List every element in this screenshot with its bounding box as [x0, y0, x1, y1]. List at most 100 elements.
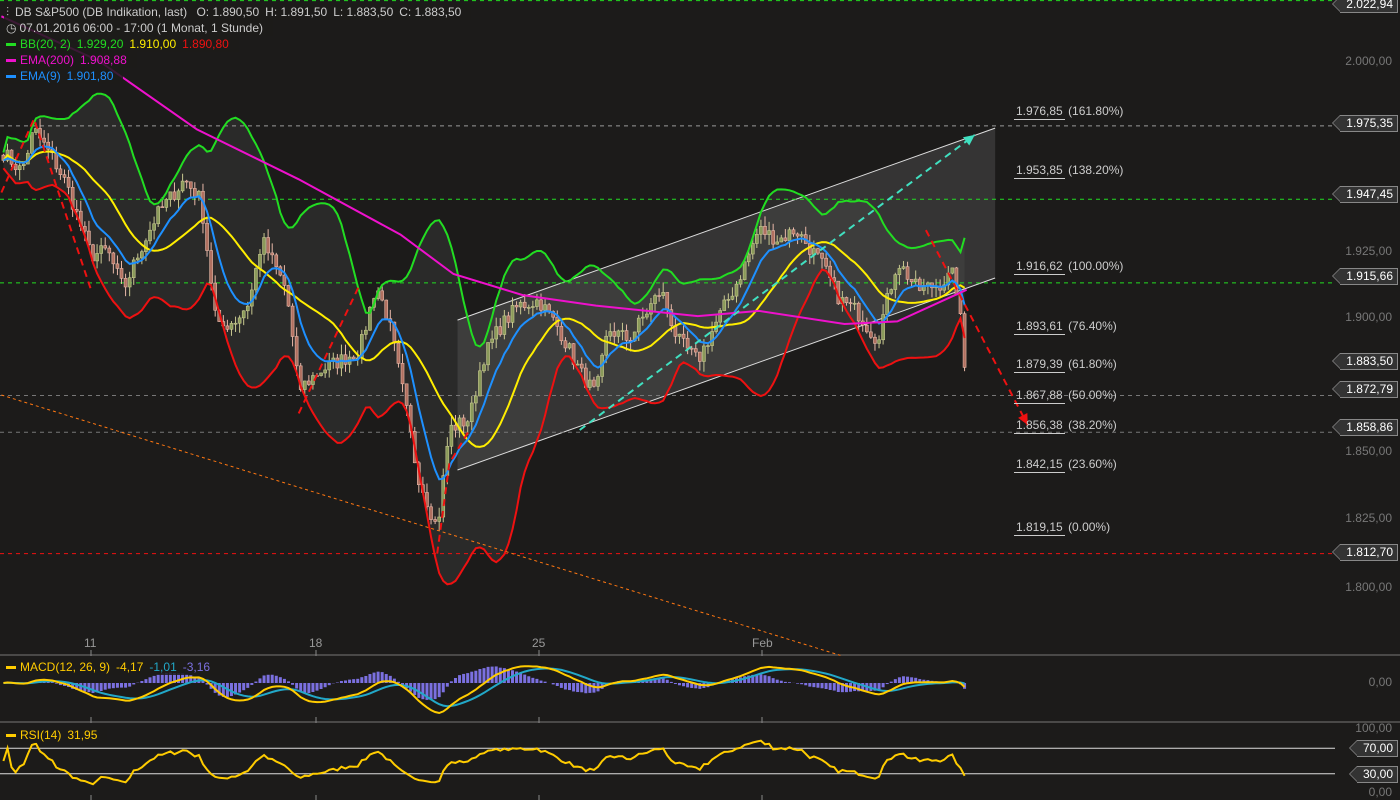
candle-body — [180, 180, 185, 192]
macd-signal-line — [3, 667, 965, 708]
candle-body — [816, 248, 820, 254]
candle-body — [119, 268, 124, 279]
fib-pct: (38.20%) — [1068, 418, 1117, 432]
rsi-legend[interactable]: RSI(14) 31,95 — [4, 727, 108, 743]
candle-body — [478, 370, 482, 397]
ema9-value: 1.901,80 — [66, 69, 114, 83]
candle-body — [856, 302, 861, 322]
bb-middle-line — [2, 150, 966, 448]
macd-legend[interactable]: MACD(12, 26, 9) -4,17 -1,01 -3,16 — [4, 659, 221, 675]
candle-body — [286, 285, 291, 307]
candle-body — [596, 376, 600, 387]
bb-middle: 1.910,00 — [129, 37, 177, 51]
arrowhead-icon — [1018, 412, 1028, 425]
ema9-line — [2, 145, 966, 481]
candle-body — [787, 229, 792, 241]
ema200-label: EMA(200) — [20, 53, 75, 67]
candle-body — [522, 301, 527, 309]
candle-body — [506, 315, 511, 323]
ema9-legend[interactable]: EMA(9) 1.901,80 — [4, 68, 124, 84]
candle-body — [750, 243, 755, 255]
candle-body — [368, 306, 372, 331]
fib-pct: (161.80%) — [1068, 104, 1124, 118]
candle-body — [742, 261, 747, 280]
candle-body — [909, 279, 914, 283]
fib-value: 1.879,39 — [1014, 357, 1065, 373]
candle-body — [954, 267, 959, 296]
macd-swatch-icon — [6, 666, 16, 670]
candle-body — [514, 305, 519, 308]
channel-lower-line — [457, 277, 996, 471]
candle-body — [490, 338, 494, 343]
fib-value: 1.953,85 — [1014, 163, 1065, 179]
candle-body — [429, 506, 433, 520]
candle-body — [567, 343, 572, 349]
price-badge: 1.858,86 — [1332, 419, 1398, 436]
period-text[interactable]: 07.01.2016 06:00 - 17:00 (1 Monat, 1 Stu… — [19, 21, 263, 35]
candle-body — [604, 335, 608, 356]
date-label: 18 — [309, 636, 323, 650]
candle-body — [205, 222, 209, 251]
ema200-legend[interactable]: EMA(200) 1.908,88 — [4, 52, 137, 68]
chart-type-icon[interactable]: ⫶ — [6, 5, 10, 19]
bb-upper: 1.929,20 — [76, 37, 124, 51]
candle-body — [95, 253, 99, 262]
price-badge: 1.947,45 — [1332, 186, 1398, 203]
fib-value: 1.867,88 — [1014, 388, 1065, 404]
rsi-label: RSI(14) — [20, 728, 62, 742]
candle-body — [518, 301, 523, 308]
fib-level: 1.819,15 (0.00%) — [1014, 520, 1111, 536]
candle-body — [425, 492, 429, 508]
bb-legend[interactable]: BB(20, 2) 1.929,20 1.910,00 1.890,80 — [4, 36, 239, 52]
candle-body — [302, 380, 307, 390]
candle-body — [123, 278, 128, 288]
candle-body — [722, 299, 727, 311]
candle-body — [502, 315, 507, 335]
fib-pct: (0.00%) — [1068, 520, 1111, 534]
fib-value: 1.856,38 — [1014, 418, 1065, 434]
candle-body — [298, 365, 303, 390]
candle-body — [172, 191, 177, 200]
candle-body — [726, 299, 731, 301]
candle-body — [791, 229, 796, 235]
instrument-legend: ⫶ DB S&P500 (DB Indikation, last) O: 1.89… — [4, 4, 472, 20]
fib-pct: (23.60%) — [1068, 457, 1117, 471]
fib-level: 1.893,61 (76.40%) — [1014, 319, 1117, 335]
candle-body — [807, 243, 812, 255]
candle-body — [111, 252, 116, 265]
candle-body — [738, 279, 743, 285]
candle-body — [677, 333, 682, 337]
candle-body — [396, 342, 401, 364]
fib-level: 1.842,15 (23.60%) — [1014, 457, 1117, 473]
candle-body — [799, 234, 804, 237]
trend-line — [579, 134, 976, 431]
candle-body — [693, 348, 698, 353]
fib-level: 1.879,39 (61.80%) — [1014, 357, 1117, 373]
candle-body — [661, 292, 665, 296]
fib-level: 1.856,38 (38.20%) — [1014, 418, 1117, 434]
rsi-badge: 70,00 — [1348, 740, 1398, 757]
low-value: L: 1.883,50 — [333, 5, 394, 19]
candle-body — [262, 237, 266, 255]
candle-body — [526, 307, 531, 309]
macd-label: MACD(12, 26, 9) — [20, 660, 111, 674]
channel-upper-line — [457, 127, 996, 321]
price-tick: 1.825,00 — [1345, 511, 1392, 525]
clock-icon[interactable]: ◷ — [6, 21, 17, 35]
candle-body — [669, 309, 674, 326]
candle-body — [612, 331, 617, 337]
candle-body — [759, 225, 763, 235]
candle-body — [620, 330, 625, 332]
fib-level: 1.867,88 (50.00%) — [1014, 388, 1117, 404]
candle-body — [865, 324, 869, 333]
candle-body — [225, 325, 230, 330]
candle-body — [645, 313, 649, 318]
fib-value: 1.916,62 — [1014, 259, 1065, 275]
candle-body — [917, 278, 922, 291]
candle-body — [869, 331, 873, 338]
candle-body — [380, 290, 384, 301]
fib-pct: (50.00%) — [1068, 388, 1117, 402]
price-tick: 1.850,00 — [1345, 444, 1392, 458]
candle-body — [164, 199, 169, 208]
